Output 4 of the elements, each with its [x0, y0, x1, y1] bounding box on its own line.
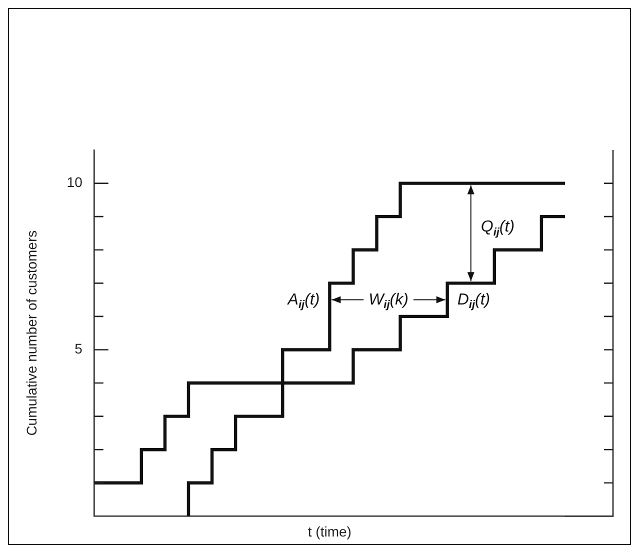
- y-tick-label: 10: [66, 174, 83, 190]
- y-tick-label: 5: [74, 340, 83, 357]
- y-axis-title: Cumulative number of customers: [23, 230, 40, 436]
- x-axis-title: t (time): [308, 523, 352, 540]
